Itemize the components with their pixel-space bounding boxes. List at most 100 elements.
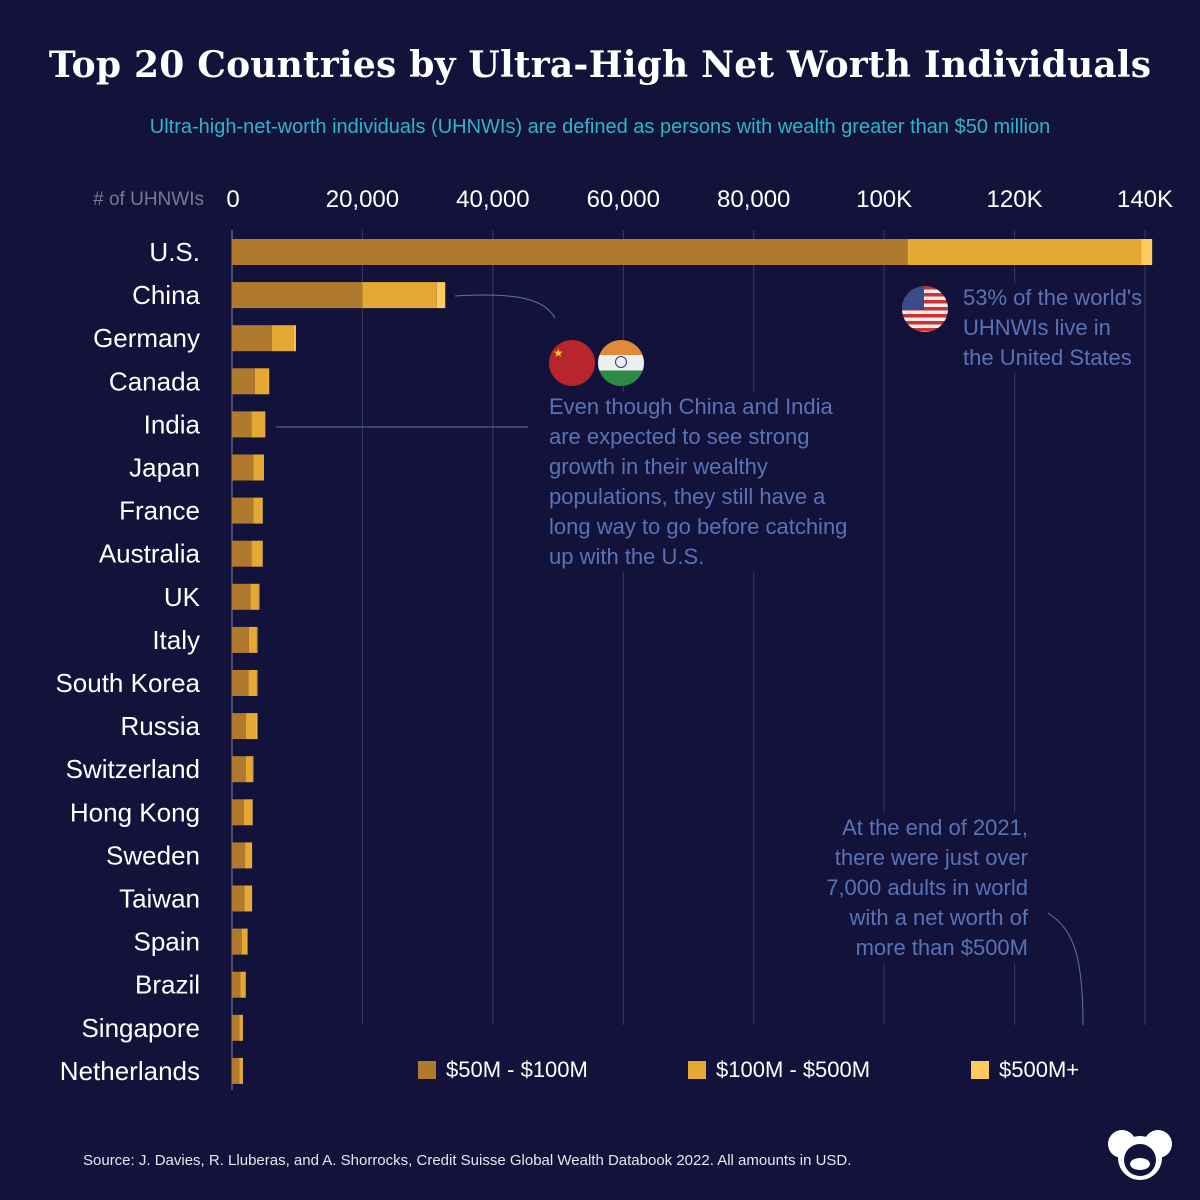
tick-label: 60,000 — [587, 186, 660, 213]
bar-segment — [244, 885, 252, 912]
bar-segment — [256, 626, 258, 653]
bar-segment — [232, 756, 246, 783]
bar-segment — [243, 799, 253, 826]
bar-segment — [232, 971, 241, 998]
category-label: Germany — [93, 323, 200, 353]
legend-label: $500M+ — [999, 1057, 1080, 1082]
bar-segment — [248, 670, 257, 696]
source-note: Source: J. Davies, R. Lluberas, and A. S… — [83, 1152, 852, 1169]
bar-segment — [251, 842, 253, 869]
legend-swatch — [971, 1061, 989, 1079]
category-label: Switzerland — [66, 754, 200, 784]
bar-segment — [232, 497, 254, 524]
bar-segment — [232, 885, 245, 912]
bar-segment — [1141, 239, 1153, 265]
tick-label: 40,000 — [456, 186, 529, 213]
us-annotation: 53% of the world's UHNWIs live in the Un… — [963, 283, 1143, 373]
bar-segment — [258, 583, 260, 610]
bar-segment — [239, 1014, 243, 1041]
bar-segment — [251, 885, 253, 912]
bar-segment — [251, 411, 265, 438]
bar-segment — [232, 928, 242, 955]
india-flag-icon — [598, 340, 644, 386]
tick-label: 120K — [987, 186, 1043, 213]
connector-china — [454, 294, 556, 319]
legend-item-500-plus: $500M+ — [971, 1057, 1079, 1083]
category-label: UK — [164, 582, 201, 612]
bar-segment — [232, 239, 908, 265]
chart-title: Top 20 Countries by Ultra-High Net Worth… — [48, 44, 1152, 86]
category-label: Sweden — [106, 840, 200, 870]
bar-segment — [263, 454, 264, 481]
bar-segment — [436, 282, 446, 309]
category-label: Japan — [129, 453, 200, 483]
logo-icon — [1108, 1130, 1172, 1180]
bar-segment — [253, 454, 264, 481]
bar-segment — [248, 626, 257, 653]
tick-label: 100K — [856, 186, 912, 213]
bar-segment — [264, 411, 266, 438]
top-wealth-annotation: At the end of 2021, there were just over… — [810, 813, 1028, 963]
category-label: France — [119, 496, 200, 526]
legend-swatch — [688, 1061, 706, 1079]
category-label: U.S. — [149, 237, 200, 267]
china-india-annotation: Even though China and India are expected… — [549, 392, 869, 572]
bar-segment — [907, 239, 1142, 265]
connector-top — [1047, 912, 1084, 1026]
tick-label: 140K — [1117, 186, 1173, 213]
bar-segment — [232, 1057, 240, 1084]
legend-item-50-100: $50M - $100M — [418, 1057, 588, 1083]
china-flag-icon: ★ — [549, 340, 595, 386]
bar-segment — [242, 1057, 243, 1084]
category-label: China — [132, 280, 200, 310]
legend-item-100-500: $100M - $500M — [688, 1057, 870, 1083]
bar-segment — [254, 368, 269, 395]
category-label: Italy — [152, 625, 200, 655]
category-label: Canada — [109, 366, 201, 396]
axis-label: # of UHNWIs — [93, 189, 204, 210]
bar-segment — [232, 282, 363, 309]
bar-segment — [245, 713, 257, 740]
bar-segment — [245, 756, 253, 783]
bar-segment — [293, 325, 296, 352]
category-label: Taiwan — [119, 884, 200, 914]
category-label: South Korea — [55, 668, 200, 698]
bar-segment — [246, 928, 248, 955]
bar-segment — [232, 713, 246, 740]
bar-segment — [268, 368, 270, 395]
bar-segment — [261, 497, 263, 524]
bar-segment — [245, 971, 246, 998]
bar-segment — [232, 1014, 240, 1041]
bar-segment — [250, 583, 259, 610]
category-label: Hong Kong — [70, 797, 200, 827]
bar-segment — [232, 454, 254, 481]
category-label: Spain — [134, 927, 201, 957]
bar-segment — [232, 842, 246, 869]
us-flag-icon — [902, 286, 948, 332]
bar-segment — [362, 282, 437, 309]
legend-label: $100M - $500M — [716, 1057, 871, 1082]
category-label: Russia — [121, 711, 201, 741]
category-label: India — [144, 409, 201, 439]
bar-segment — [241, 928, 247, 955]
bar-segment — [239, 1057, 243, 1084]
tick-label: 80,000 — [717, 186, 790, 213]
bar-segment — [232, 583, 251, 610]
bar-segment — [256, 713, 258, 740]
category-label: Brazil — [135, 970, 200, 1000]
legend-swatch — [418, 1061, 436, 1079]
bar-segment — [232, 670, 249, 696]
bar-segment — [232, 540, 252, 567]
category-label: Singapore — [81, 1013, 200, 1043]
bar-segment — [242, 1014, 243, 1041]
bar-segment — [232, 799, 244, 826]
bar-segment — [245, 842, 252, 869]
category-label: Australia — [99, 539, 201, 569]
bar-segment — [232, 325, 272, 352]
bar-segment — [253, 497, 262, 524]
bar-segment — [252, 799, 253, 826]
category-label: Netherlands — [60, 1056, 200, 1086]
bar-segment — [256, 670, 258, 696]
